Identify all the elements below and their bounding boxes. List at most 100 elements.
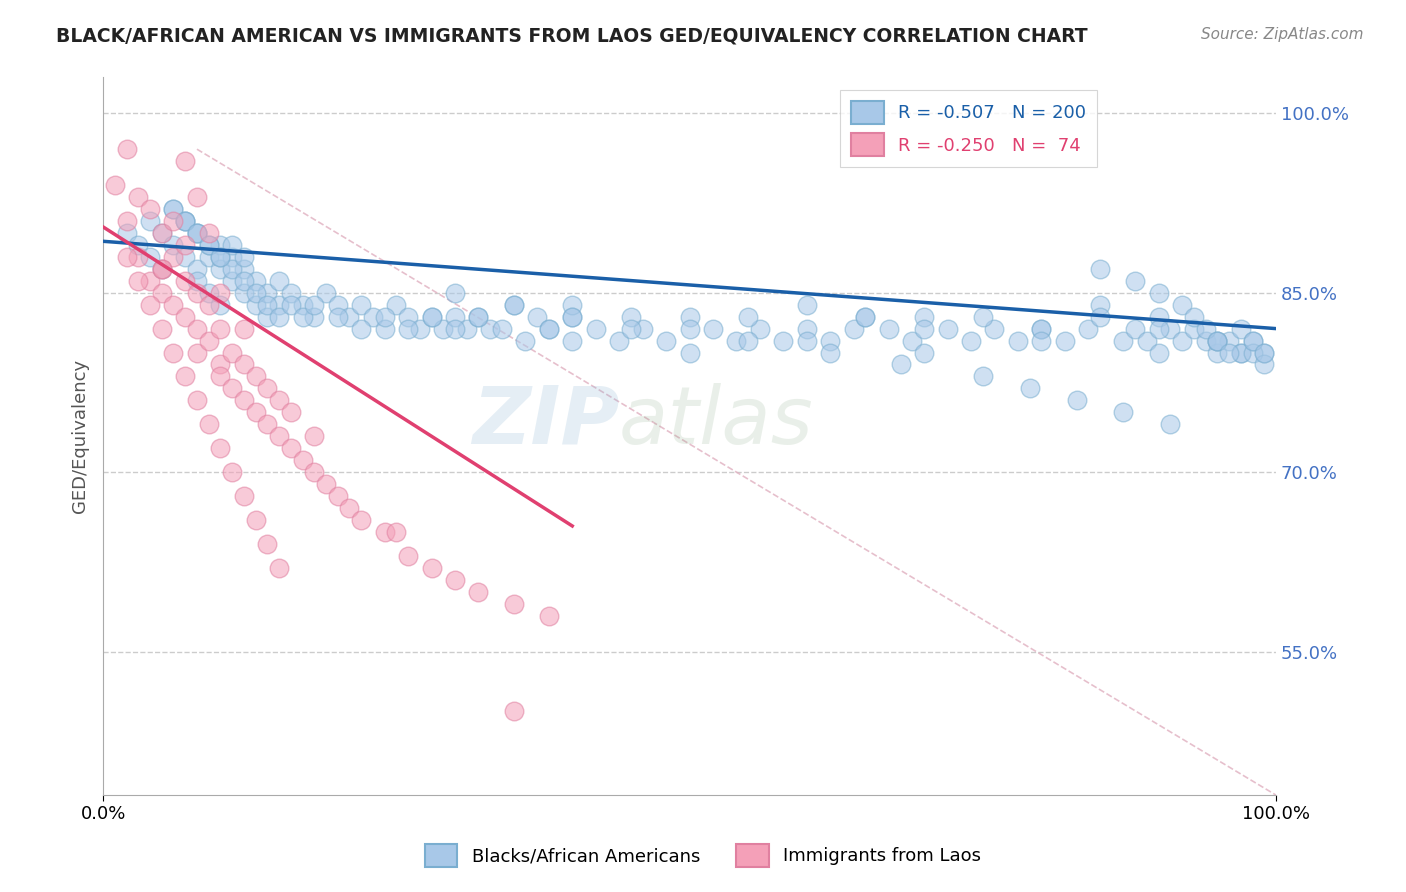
Point	[1253, 345, 1275, 359]
Point	[280, 298, 302, 312]
Point	[420, 310, 443, 324]
Point	[1077, 321, 1099, 335]
Point	[150, 285, 173, 300]
Point	[186, 226, 208, 240]
Point	[796, 298, 818, 312]
Point	[1159, 321, 1181, 335]
Point	[1218, 334, 1240, 348]
Point	[150, 321, 173, 335]
Point	[502, 597, 524, 611]
Point	[209, 321, 232, 335]
Point	[1159, 417, 1181, 432]
Point	[467, 584, 489, 599]
Point	[1088, 310, 1111, 324]
Point	[315, 285, 337, 300]
Point	[1123, 321, 1146, 335]
Point	[855, 310, 877, 324]
Point	[245, 298, 267, 312]
Point	[1088, 261, 1111, 276]
Point	[326, 298, 349, 312]
Point	[1018, 381, 1040, 395]
Point	[174, 310, 197, 324]
Point	[1112, 334, 1135, 348]
Point	[291, 453, 314, 467]
Point	[127, 250, 149, 264]
Point	[267, 310, 290, 324]
Point	[350, 513, 373, 527]
Point	[339, 501, 361, 516]
Point	[1218, 345, 1240, 359]
Point	[374, 524, 396, 539]
Point	[1229, 345, 1251, 359]
Point	[972, 310, 994, 324]
Point	[901, 334, 924, 348]
Point	[256, 285, 278, 300]
Point	[361, 310, 384, 324]
Point	[115, 226, 138, 240]
Point	[620, 321, 643, 335]
Point	[515, 334, 537, 348]
Point	[796, 321, 818, 335]
Point	[350, 321, 373, 335]
Point	[1007, 334, 1029, 348]
Point	[186, 190, 208, 204]
Point	[267, 429, 290, 443]
Point	[420, 310, 443, 324]
Point	[197, 298, 219, 312]
Text: atlas: atlas	[619, 383, 814, 461]
Point	[396, 321, 419, 335]
Point	[162, 202, 184, 216]
Point	[302, 310, 325, 324]
Point	[197, 238, 219, 252]
Point	[197, 226, 219, 240]
Point	[256, 298, 278, 312]
Point	[1241, 334, 1264, 348]
Point	[1136, 334, 1159, 348]
Point	[280, 405, 302, 419]
Point	[339, 310, 361, 324]
Point	[890, 358, 912, 372]
Point	[127, 238, 149, 252]
Point	[1206, 334, 1229, 348]
Point	[526, 310, 548, 324]
Point	[1194, 334, 1216, 348]
Legend: Blacks/African Americans, Immigrants from Laos: Blacks/African Americans, Immigrants fro…	[418, 837, 988, 874]
Point	[444, 285, 467, 300]
Point	[162, 214, 184, 228]
Point	[702, 321, 724, 335]
Point	[396, 549, 419, 563]
Point	[444, 310, 467, 324]
Point	[174, 214, 197, 228]
Point	[232, 285, 254, 300]
Point	[1147, 285, 1170, 300]
Point	[232, 261, 254, 276]
Point	[256, 381, 278, 395]
Point	[315, 477, 337, 491]
Point	[1229, 345, 1251, 359]
Point	[936, 321, 959, 335]
Point	[502, 298, 524, 312]
Point	[280, 285, 302, 300]
Point	[245, 274, 267, 288]
Legend: R = -0.507   N = 200, R = -0.250   N =  74: R = -0.507 N = 200, R = -0.250 N = 74	[841, 90, 1097, 167]
Point	[1031, 334, 1053, 348]
Point	[561, 298, 583, 312]
Point	[280, 441, 302, 455]
Point	[127, 274, 149, 288]
Point	[256, 417, 278, 432]
Point	[1066, 393, 1088, 408]
Point	[537, 321, 560, 335]
Point	[267, 298, 290, 312]
Point	[1194, 321, 1216, 335]
Point	[232, 489, 254, 503]
Point	[209, 261, 232, 276]
Point	[678, 321, 700, 335]
Point	[186, 345, 208, 359]
Point	[209, 250, 232, 264]
Point	[209, 369, 232, 384]
Point	[197, 250, 219, 264]
Point	[245, 285, 267, 300]
Point	[256, 537, 278, 551]
Point	[396, 310, 419, 324]
Point	[139, 274, 162, 288]
